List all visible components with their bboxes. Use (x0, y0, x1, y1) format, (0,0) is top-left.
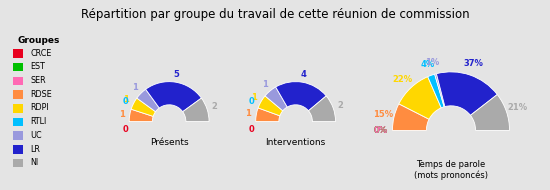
Text: 21%: 21% (508, 103, 527, 112)
Wedge shape (265, 87, 287, 111)
Text: 1: 1 (133, 83, 138, 92)
Text: 0%: 0% (373, 126, 388, 135)
Text: 1: 1 (119, 110, 125, 119)
Wedge shape (428, 74, 444, 108)
Wedge shape (434, 74, 445, 107)
Wedge shape (256, 108, 280, 122)
FancyBboxPatch shape (13, 90, 23, 99)
Text: RDPI: RDPI (31, 103, 49, 112)
Wedge shape (146, 82, 201, 112)
Wedge shape (276, 82, 326, 111)
FancyBboxPatch shape (13, 118, 23, 126)
FancyBboxPatch shape (13, 77, 23, 85)
Text: 22%: 22% (393, 75, 413, 84)
Wedge shape (129, 109, 153, 122)
Text: 2: 2 (212, 102, 218, 111)
Text: 0%: 0% (373, 126, 388, 135)
Text: LR: LR (31, 145, 40, 154)
Text: 4: 4 (301, 70, 307, 79)
FancyBboxPatch shape (13, 159, 23, 167)
FancyBboxPatch shape (13, 104, 23, 113)
Text: RDSE: RDSE (31, 90, 52, 99)
FancyBboxPatch shape (13, 49, 23, 58)
Text: 15%: 15% (372, 109, 393, 119)
Text: Temps de parole
(mots prononcés): Temps de parole (mots prononcés) (414, 160, 488, 180)
Text: 0: 0 (249, 125, 255, 134)
Text: 0: 0 (249, 97, 255, 106)
Text: 1: 1 (124, 95, 129, 104)
Text: 37%: 37% (464, 59, 483, 68)
Text: CRCE: CRCE (31, 49, 52, 58)
Text: 4%: 4% (420, 60, 434, 69)
Text: 1: 1 (251, 93, 257, 102)
Text: 0: 0 (122, 125, 128, 134)
Text: SER: SER (31, 76, 46, 85)
Text: 1: 1 (245, 109, 251, 118)
Wedge shape (399, 77, 441, 119)
Text: Répartition par groupe du travail de cette réunion de commission: Répartition par groupe du travail de cet… (81, 8, 469, 21)
FancyBboxPatch shape (13, 131, 23, 140)
Text: 0%: 0% (373, 126, 388, 135)
Text: Présents: Présents (150, 138, 189, 146)
Text: Groupes: Groupes (17, 36, 59, 45)
Wedge shape (131, 98, 156, 116)
Text: 1: 1 (262, 80, 268, 89)
Text: UC: UC (31, 131, 42, 140)
FancyBboxPatch shape (13, 145, 23, 154)
Wedge shape (137, 89, 159, 112)
Wedge shape (258, 96, 283, 116)
Text: RTLI: RTLI (31, 117, 47, 126)
Wedge shape (470, 95, 509, 130)
Wedge shape (393, 104, 429, 130)
Text: NI: NI (31, 158, 38, 167)
Text: 1%: 1% (425, 58, 439, 67)
FancyBboxPatch shape (13, 63, 23, 71)
Wedge shape (183, 98, 209, 122)
Text: 0: 0 (122, 97, 128, 106)
Text: 5: 5 (174, 70, 179, 79)
Text: Interventions: Interventions (266, 138, 326, 146)
Wedge shape (309, 96, 336, 122)
Wedge shape (437, 72, 497, 115)
Text: 2: 2 (338, 101, 344, 110)
Text: EST: EST (31, 62, 46, 71)
